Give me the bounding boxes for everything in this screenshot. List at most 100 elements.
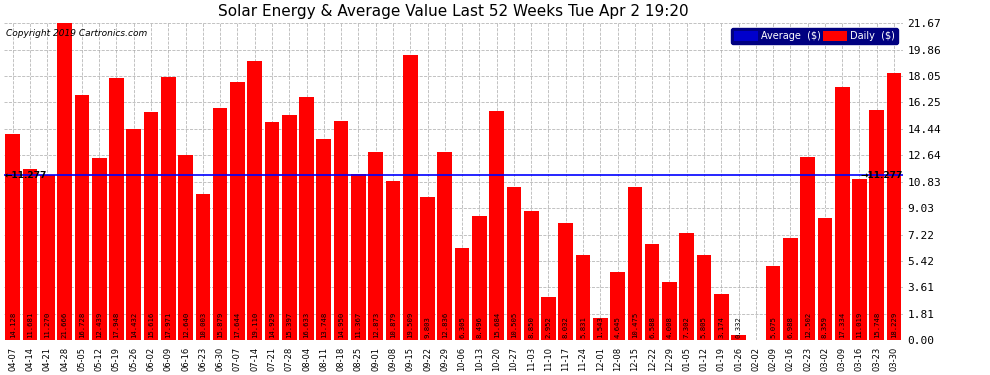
Text: 15.748: 15.748 — [874, 312, 880, 338]
Text: 4.008: 4.008 — [666, 316, 672, 338]
Text: 6.588: 6.588 — [649, 316, 655, 338]
Bar — [628, 187, 643, 340]
Bar — [161, 77, 175, 340]
Text: 17.971: 17.971 — [165, 312, 171, 338]
Title: Solar Energy & Average Value Last 52 Weeks Tue Apr 2 19:20: Solar Energy & Average Value Last 52 Wee… — [218, 4, 689, 19]
Text: 21.666: 21.666 — [61, 312, 67, 338]
Bar — [6, 134, 20, 340]
Text: 4.645: 4.645 — [615, 316, 621, 338]
Text: 2.952: 2.952 — [545, 316, 551, 338]
Text: 15.879: 15.879 — [217, 312, 223, 338]
Text: 11.681: 11.681 — [27, 312, 33, 338]
Text: 15.616: 15.616 — [148, 312, 154, 338]
Bar — [765, 266, 780, 340]
Text: 13.748: 13.748 — [321, 312, 327, 338]
Bar — [887, 74, 901, 340]
Bar — [74, 96, 89, 340]
Bar — [351, 174, 365, 340]
Text: 17.334: 17.334 — [840, 312, 845, 338]
Bar — [472, 216, 487, 340]
Text: 18.229: 18.229 — [891, 312, 897, 338]
Text: 12.873: 12.873 — [372, 312, 378, 338]
Text: 16.633: 16.633 — [304, 312, 310, 338]
Bar — [558, 223, 573, 340]
Bar — [714, 294, 729, 340]
Bar — [489, 111, 504, 340]
Text: 19.509: 19.509 — [407, 312, 413, 338]
Text: 11.270: 11.270 — [45, 312, 50, 338]
Bar — [542, 297, 555, 340]
Bar — [420, 197, 435, 340]
Text: 12.502: 12.502 — [805, 312, 811, 338]
Text: 7.302: 7.302 — [684, 316, 690, 338]
Text: 11.367: 11.367 — [355, 312, 361, 338]
Text: 0.332: 0.332 — [736, 316, 742, 338]
Bar — [644, 244, 659, 340]
Bar — [178, 155, 193, 340]
Bar — [127, 129, 142, 340]
Bar — [610, 272, 625, 340]
Text: ←11.277: ←11.277 — [4, 171, 47, 180]
Text: 10.003: 10.003 — [200, 312, 206, 338]
Bar — [697, 255, 711, 340]
Text: 9.803: 9.803 — [425, 316, 431, 338]
Text: 15.397: 15.397 — [286, 312, 292, 338]
Bar — [248, 61, 262, 340]
Bar — [524, 211, 539, 340]
Text: 10.879: 10.879 — [390, 312, 396, 338]
Text: 16.728: 16.728 — [79, 312, 85, 338]
Text: 8.850: 8.850 — [529, 316, 535, 338]
Text: 14.950: 14.950 — [339, 312, 345, 338]
Bar — [144, 112, 158, 340]
Text: 11.019: 11.019 — [856, 312, 862, 338]
Text: Copyright 2019 Cartronics.com: Copyright 2019 Cartronics.com — [6, 30, 148, 39]
Bar — [23, 170, 38, 340]
Bar — [282, 115, 297, 340]
Text: 12.439: 12.439 — [96, 312, 102, 338]
Bar — [385, 181, 400, 340]
Bar — [835, 87, 849, 340]
Text: 1.543: 1.543 — [597, 316, 603, 338]
Bar — [403, 55, 418, 340]
Bar — [438, 152, 452, 340]
Bar — [40, 176, 54, 340]
Text: 14.128: 14.128 — [10, 312, 16, 338]
Bar — [732, 336, 745, 340]
Text: →11.277: →11.277 — [860, 171, 903, 180]
Text: 10.505: 10.505 — [511, 312, 517, 338]
Text: 5.805: 5.805 — [701, 316, 707, 338]
Text: 5.831: 5.831 — [580, 316, 586, 338]
Bar — [213, 108, 228, 340]
Text: 8.032: 8.032 — [562, 316, 568, 338]
Bar — [507, 186, 522, 340]
Bar — [196, 194, 210, 340]
Bar — [783, 238, 798, 340]
Bar — [662, 282, 677, 340]
Bar — [852, 179, 867, 340]
Bar — [92, 158, 107, 340]
Bar — [593, 318, 608, 340]
Bar — [800, 158, 815, 340]
Bar — [264, 122, 279, 340]
Text: 12.640: 12.640 — [182, 312, 189, 338]
Bar — [334, 122, 348, 340]
Bar — [368, 152, 383, 340]
Bar — [575, 255, 590, 340]
Bar — [57, 23, 72, 341]
Bar — [818, 218, 833, 340]
Bar — [869, 110, 884, 340]
Text: 3.174: 3.174 — [718, 316, 725, 338]
Text: 5.075: 5.075 — [770, 316, 776, 338]
Text: 14.929: 14.929 — [269, 312, 275, 338]
Text: 10.475: 10.475 — [632, 312, 638, 338]
Text: 12.836: 12.836 — [442, 312, 447, 338]
Bar — [679, 234, 694, 340]
Text: 8.359: 8.359 — [822, 316, 828, 338]
Bar — [299, 97, 314, 340]
Legend: Average  ($), Daily  ($): Average ($), Daily ($) — [731, 28, 898, 44]
Text: 17.948: 17.948 — [114, 312, 120, 338]
Bar — [230, 82, 245, 340]
Bar — [454, 248, 469, 340]
Text: 6.305: 6.305 — [459, 316, 465, 338]
Text: 8.496: 8.496 — [476, 316, 482, 338]
